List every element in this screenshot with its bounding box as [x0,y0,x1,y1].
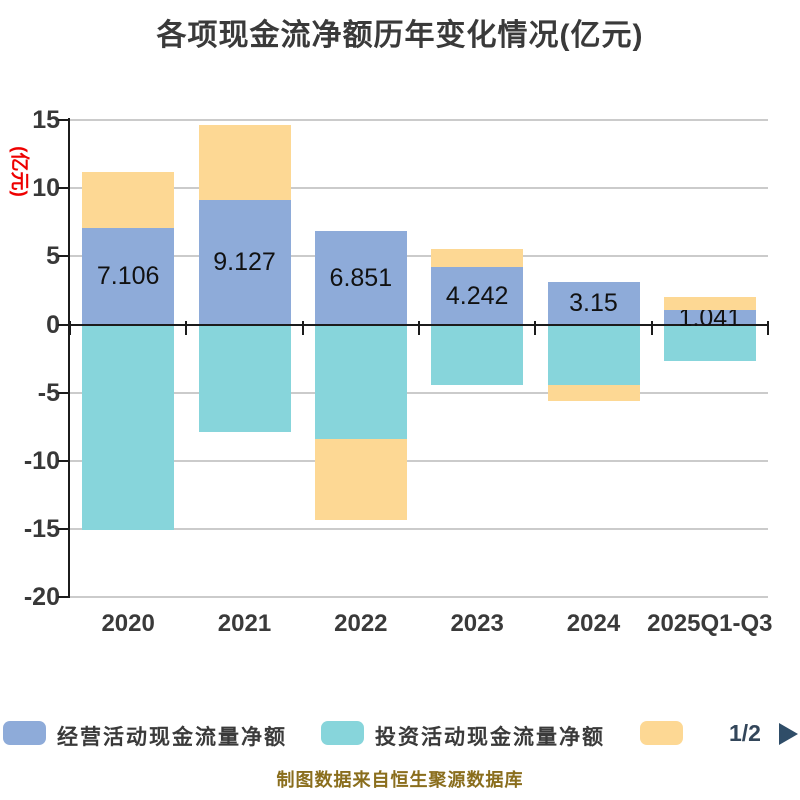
y-axis-tick [58,323,68,326]
y-axis-tick [58,255,68,258]
legend-swatch-operating[interactable] [3,721,46,745]
y-axis-tick-label: -20 [23,583,60,612]
bar-segment-series-1 [314,231,407,325]
bar-value-label: 9.127 [213,248,276,277]
gridline [70,528,768,531]
bar-segment-series-3 [314,439,407,520]
bar-segment-series-3 [663,296,756,311]
y-axis-tick [58,391,68,394]
chart-title: 各项现金流净额历年变化情况(亿元) [156,19,644,52]
bar-value-label: 6.851 [329,263,393,292]
bar-segment-series-2 [663,324,756,362]
bar-segment-series-1 [431,266,524,325]
legend-pager-label[interactable]: 1/2 [729,720,761,746]
y-axis-tick [58,119,68,122]
y-axis-tick-label: -5 [37,378,60,407]
y-axis-tick-label: 5 [46,242,60,271]
bar-segment-series-1 [198,200,291,325]
gridline [70,596,768,599]
bar-segment-series-2 [431,324,524,385]
y-axis-tick [58,528,68,531]
legend-label-operating[interactable]: 经营活动现金流量净额 [57,726,287,749]
bar-value-label: 7.106 [96,262,160,291]
x-axis-label: 2021 [217,610,272,637]
bar-segment-series-2 [82,324,175,531]
y-axis-tick-label: 15 [32,106,60,135]
gridline [70,119,768,122]
bar-segment-series-2 [314,324,407,440]
y-axis-tick-label: -15 [23,515,60,544]
x-axis-label: 2022 [334,610,388,637]
legend-swatch-investing[interactable] [321,721,364,745]
zero-axis-boundary-tick [767,320,769,335]
x-axis-label: 2025Q1-Q3 [647,610,773,637]
zero-axis-boundary-tick [69,320,71,335]
bar-segment-series-3 [198,125,291,201]
bar-segment-series-2 [547,324,640,385]
zero-axis-boundary-tick [185,320,188,335]
x-axis-label: 2024 [566,610,621,637]
zero-axis-boundary-tick [534,320,537,335]
x-axis-label: 2020 [101,610,155,637]
bar-segment-series-3 [82,171,175,228]
bar-segment-series-3 [431,249,524,267]
bar-value-label: 3.15 [569,289,618,318]
gridline [70,459,768,462]
bar-segment-series-2 [198,324,291,433]
bar-segment-series-1 [547,281,640,325]
gridline [70,391,768,394]
gridline [70,255,768,258]
zero-axis-boundary-tick [650,320,653,335]
y-axis-line [68,118,70,598]
legend-label-investing[interactable]: 投资活动现金流量净额 [375,726,605,749]
y-axis-tick [58,459,68,462]
y-axis-tick [58,187,68,190]
y-axis-tick-label: -10 [23,446,60,475]
bar-segment-series-3 [547,384,640,401]
bar-segment-series-1 [663,310,756,325]
y-axis-tick [58,596,68,599]
zero-axis-boundary-tick [418,320,420,335]
legend: 经营活动现金流量净额 投资活动现金流量净额 1/2 [0,719,800,749]
legend-swatch-series-3[interactable] [640,721,683,745]
x-axis-label: 2023 [450,610,504,637]
gridline [70,187,768,190]
zero-axis-boundary-tick [301,320,304,335]
caption: 制图数据来自恒生聚源数据库 [276,770,524,790]
y-axis-tick-label: 10 [32,174,60,203]
y-axis-tick-label: 0 [46,310,60,339]
bar-segment-series-1 [82,227,175,325]
legend-pager-next-icon[interactable] [779,723,798,745]
bar-value-label: 4.242 [445,281,509,310]
